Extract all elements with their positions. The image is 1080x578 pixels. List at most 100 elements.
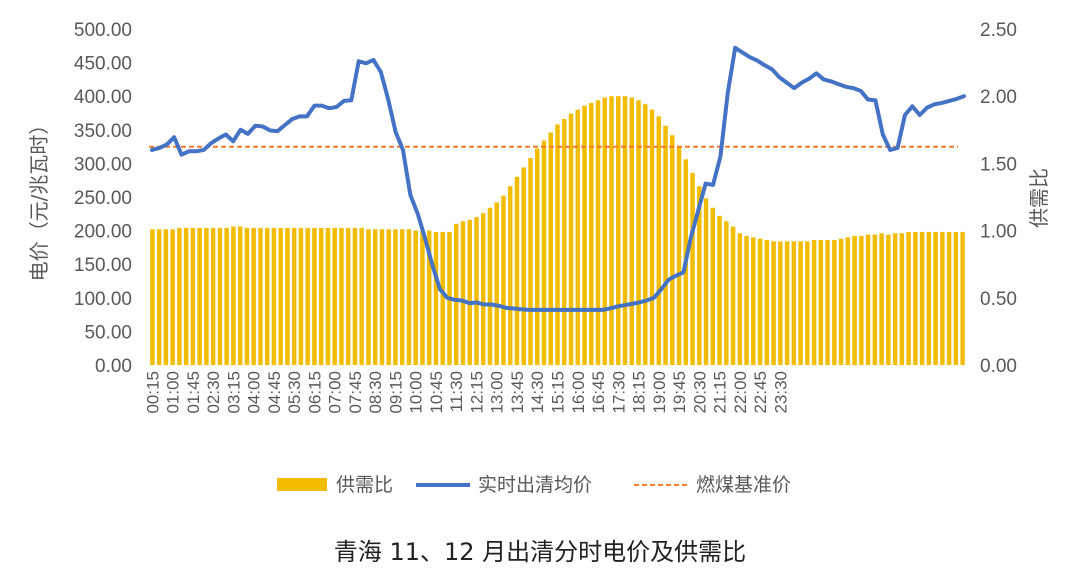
bars-layer — [150, 96, 965, 366]
right-axis-tick-label: 1.50 — [980, 154, 1017, 175]
x-axis-tick-label: 18:15 — [630, 371, 649, 414]
x-axis-tick-label: 09:15 — [386, 371, 405, 414]
bar — [217, 227, 223, 365]
bar — [724, 221, 729, 365]
bar — [541, 140, 547, 365]
bar — [832, 240, 837, 365]
bar — [453, 223, 459, 365]
bar — [548, 132, 553, 365]
x-axis-tick-label: 06:15 — [305, 371, 324, 414]
bar — [676, 147, 682, 365]
bar — [183, 227, 189, 365]
bar — [352, 227, 358, 365]
x-axis-tick-label: 16:00 — [569, 371, 588, 414]
bar — [845, 237, 851, 365]
x-axis-tick-label: 04:00 — [245, 371, 264, 414]
bar — [156, 229, 162, 365]
legend: 供需比 实时出清均价 燃煤基准价 — [277, 474, 791, 496]
right-axis-tick-label: 2.50 — [980, 20, 1017, 41]
bar — [204, 227, 209, 365]
x-axis-tick-label: 23:30 — [771, 371, 790, 414]
right-axis-tick-label: 1.00 — [980, 222, 1017, 243]
bar — [933, 231, 938, 365]
bar — [237, 226, 243, 365]
right-axis-tick-label: 2.00 — [980, 87, 1017, 108]
bar — [771, 241, 776, 365]
x-axis-tick-label: 20:30 — [690, 371, 709, 414]
bar — [757, 238, 763, 365]
left-axis-tick-label: 50.00 — [84, 322, 132, 343]
bar — [244, 227, 250, 365]
bar — [514, 176, 520, 365]
x-axis-ticks: 00:15 01:00 01:45 02:30 03:15 04:00 04:45 05:30… — [143, 371, 790, 414]
bar — [636, 100, 641, 365]
x-axis-tick-label: 21:15 — [711, 371, 730, 414]
bar — [379, 229, 385, 365]
x-axis-tick-label: 07:00 — [326, 371, 345, 414]
bar — [798, 241, 803, 365]
x-axis-tick-label: 10:00 — [407, 371, 426, 414]
bar — [231, 226, 236, 365]
bar — [399, 229, 405, 365]
bar — [562, 119, 567, 365]
bar — [865, 234, 871, 365]
bar — [271, 227, 277, 365]
right-axis-title: 供需比 — [1027, 168, 1051, 228]
left-axis-tick-label: 150.00 — [74, 255, 132, 276]
bar — [366, 229, 371, 365]
bar — [906, 231, 911, 365]
bar — [595, 100, 601, 365]
bar — [528, 158, 533, 365]
bar — [886, 234, 891, 365]
x-axis-tick-label: 05:30 — [285, 371, 304, 414]
bar — [406, 229, 412, 365]
bar — [345, 227, 351, 365]
x-axis-tick-label: 02:30 — [204, 371, 223, 414]
left-axis-tick-label: 0.00 — [95, 356, 132, 377]
bar — [926, 231, 932, 365]
bar — [730, 226, 736, 365]
x-axis-tick-label: 15:15 — [549, 371, 568, 414]
bar — [670, 135, 675, 365]
left-axis-tick-label: 400.00 — [74, 87, 132, 108]
bar — [946, 231, 952, 365]
bar — [508, 186, 513, 365]
bar — [778, 241, 783, 365]
left-axis-ticks: 0.00 50.00 100.00 150.00 200.00 250.00 300.00 3… — [74, 20, 132, 377]
bar — [872, 234, 878, 365]
legend-reference-label: 燃煤基准价 — [696, 474, 791, 496]
bar — [602, 97, 607, 365]
bar — [784, 241, 790, 365]
bar — [318, 227, 324, 365]
x-axis-tick-label: 16:45 — [589, 371, 608, 414]
left-axis-tick-label: 450.00 — [74, 54, 132, 75]
legend-bar-label: 供需比 — [336, 474, 393, 496]
left-axis-tick-label: 500.00 — [74, 20, 132, 41]
bar — [413, 230, 418, 365]
bar — [960, 231, 965, 365]
bar — [224, 227, 229, 365]
price-line-layer — [150, 45, 966, 312]
bar — [386, 229, 391, 365]
bar — [764, 240, 770, 365]
bar — [649, 109, 655, 365]
x-axis-tick-label: 07:45 — [346, 371, 365, 414]
bar — [305, 227, 310, 365]
bar — [859, 235, 864, 365]
bar — [197, 227, 202, 365]
bar — [919, 231, 925, 365]
left-axis-tick-label: 200.00 — [74, 222, 132, 243]
bar — [339, 227, 344, 365]
bar — [251, 227, 256, 365]
bar — [420, 230, 425, 365]
x-axis-tick-label: 22:00 — [731, 371, 750, 414]
bar — [494, 202, 499, 365]
right-axis-tick-label: 0.50 — [980, 289, 1017, 310]
x-axis-tick-label: 00:15 — [143, 371, 162, 414]
bar — [467, 219, 472, 365]
x-axis-tick-label: 04:45 — [265, 371, 284, 414]
left-axis-title: 电价（元/兆瓦时） — [27, 115, 51, 282]
bar — [892, 233, 898, 365]
bar — [474, 217, 479, 365]
legend-line-label: 实时出清均价 — [478, 474, 592, 496]
